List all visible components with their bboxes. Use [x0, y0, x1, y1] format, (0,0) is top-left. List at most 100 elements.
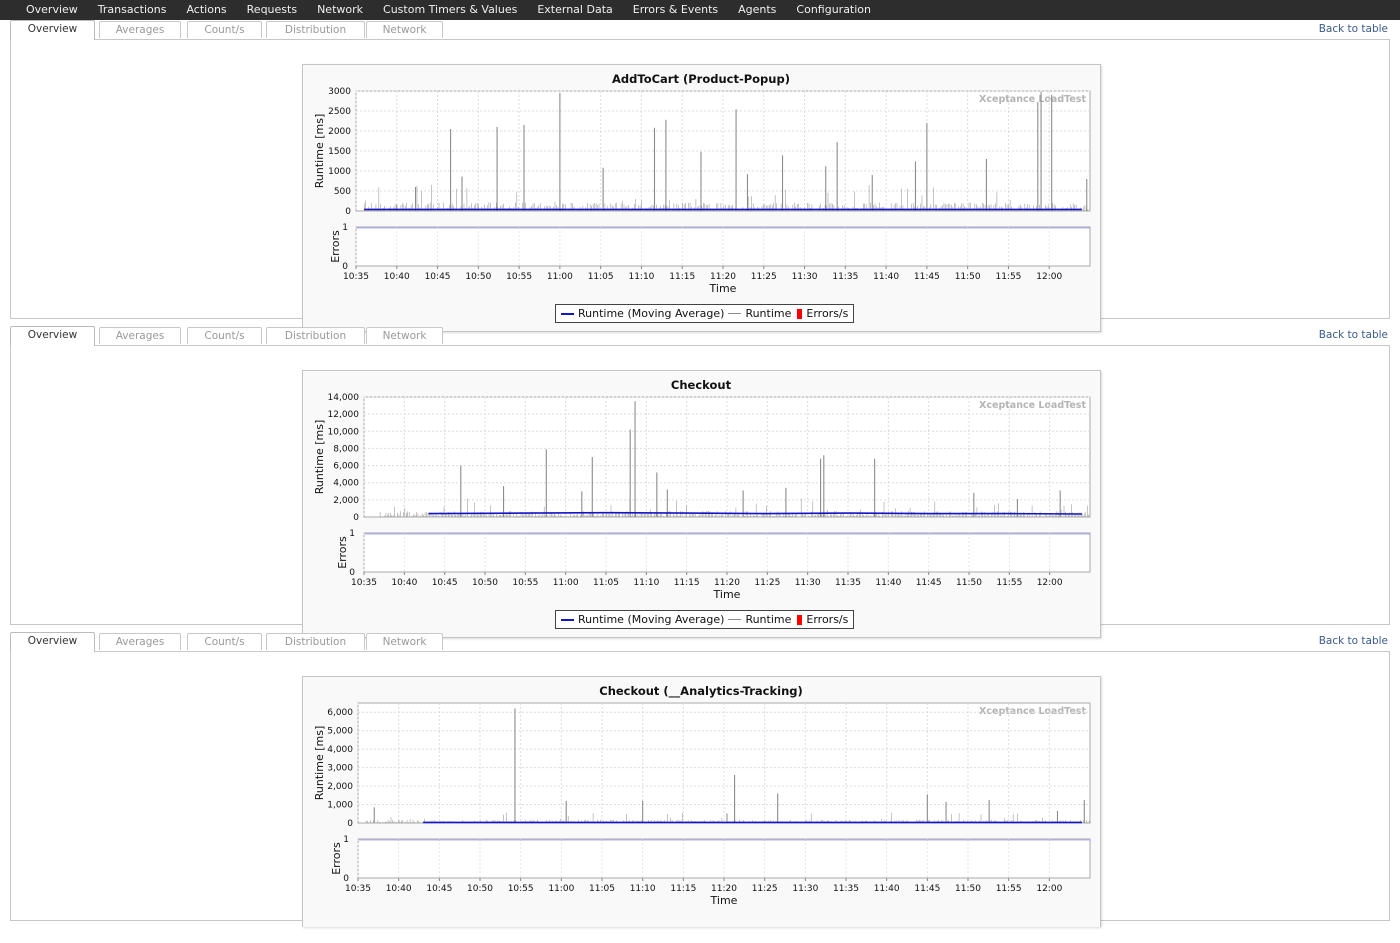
x-tick-label: 11:55 — [995, 272, 1021, 282]
y-tick-label: 14,000 — [328, 393, 360, 403]
x-tick-label: 11:10 — [633, 578, 659, 588]
x-tick-label: 11:50 — [955, 272, 981, 282]
x-tick-label: 10:45 — [426, 884, 452, 894]
chart-title: AddToCart (Product-Popup) — [612, 72, 790, 86]
x-axis-label: Time — [713, 588, 741, 601]
x-tick-label: 11:20 — [710, 272, 736, 282]
nav-item-requests[interactable]: Requests — [246, 3, 298, 16]
x-tick-label: 10:55 — [508, 884, 534, 894]
y-tick-label: 2,000 — [327, 782, 353, 792]
errors-tick-label: 1 — [349, 529, 355, 539]
x-tick-label: 11:05 — [593, 578, 619, 588]
nav-item-overview[interactable]: Overview — [26, 3, 78, 16]
tab-count-per-second[interactable]: Count/s — [187, 327, 262, 344]
watermark: Xceptance LoadTest — [979, 706, 1086, 717]
legend-errors: Errors/s — [793, 307, 848, 320]
errors-tick-label: 1 — [343, 835, 349, 845]
back-to-table-link[interactable]: Back to table — [1318, 23, 1388, 35]
x-tick-label: 11:30 — [792, 272, 818, 282]
legend-errors: Errors/s — [793, 613, 848, 626]
x-tick-label: 10:35 — [345, 884, 371, 894]
x-tick-label: 11:25 — [752, 884, 778, 894]
errors-tick-label: 0 — [343, 874, 349, 884]
x-tick-label: 10:55 — [506, 272, 532, 282]
x-tick-label: 12:00 — [1036, 884, 1062, 894]
x-tick-label: 11:55 — [996, 578, 1022, 588]
x-tick-label: 11:30 — [795, 578, 821, 588]
x-tick-label: 10:50 — [465, 272, 491, 282]
errors-axis-label: Errors — [329, 230, 342, 263]
tab-network[interactable]: Network — [366, 21, 443, 38]
x-tick-label: 11:35 — [832, 272, 858, 282]
tab-distribution[interactable]: Distribution — [266, 633, 365, 650]
x-tick-label: 11:10 — [628, 272, 654, 282]
tab-averages[interactable]: Averages — [99, 21, 181, 38]
chart-svg: Checkout Xceptance LoadTest 0 2,000 4,000 6,0… — [313, 378, 1091, 601]
tab-overview[interactable]: Overview — [10, 632, 95, 652]
errors-axis-label: Errors — [336, 536, 349, 569]
legend-errors-label: Errors/s — [806, 613, 849, 626]
x-tick-label: 11:05 — [588, 272, 614, 282]
nav-item-external-data[interactable]: External Data — [537, 3, 613, 16]
x-tick-label: 11:15 — [674, 578, 700, 588]
chart-panel: Checkout Xceptance LoadTest 0 2,000 4,000 6,0… — [10, 345, 1390, 638]
x-tick-label: 11:30 — [792, 884, 818, 894]
tab-overview[interactable]: Overview — [10, 20, 95, 40]
y-tick-label: 10,000 — [328, 427, 360, 437]
x-tick-label: 11:55 — [996, 884, 1022, 894]
x-tick-label: 11:50 — [956, 578, 982, 588]
nav-item-configuration[interactable]: Configuration — [796, 3, 872, 16]
tab-network[interactable]: Network — [366, 633, 443, 650]
moving-average-line — [428, 511, 1082, 515]
x-tick-label: 10:45 — [432, 578, 458, 588]
nav-item-agents[interactable]: Agents — [738, 3, 777, 16]
y-tick-label: 1000 — [328, 167, 351, 177]
tab-distribution[interactable]: Distribution — [266, 327, 365, 344]
legend-runtime-label: Runtime — [745, 307, 792, 320]
tab-count-per-second[interactable]: Count/s — [187, 21, 262, 38]
y-axis-label: Runtime [ms] — [313, 420, 326, 494]
chart-tab-bar: Overview Averages Count/s Distribution Netwo… — [10, 20, 1390, 40]
x-tick-label: 11:20 — [714, 578, 740, 588]
y-tick-label: 6,000 — [333, 462, 359, 472]
x-tick-label: 10:50 — [472, 578, 498, 588]
back-to-table-link[interactable]: Back to table — [1318, 635, 1388, 647]
x-axis-label: Time — [710, 894, 738, 907]
chart-svg: AddToCart (Product-Popup) Xceptance LoadT… — [313, 72, 1091, 295]
x-tick-label: 11:05 — [589, 884, 615, 894]
tab-count-per-second[interactable]: Count/s — [187, 633, 262, 650]
tab-averages[interactable]: Averages — [99, 327, 181, 344]
tab-distribution[interactable]: Distribution — [266, 21, 365, 38]
y-tick-label: 0 — [353, 513, 359, 523]
y-tick-label: 2500 — [328, 107, 351, 117]
y-tick-label: 2000 — [328, 127, 351, 137]
legend-line-blue-icon — [561, 312, 574, 315]
y-tick-label: 1,000 — [327, 801, 353, 811]
x-tick-label: 10:55 — [512, 578, 538, 588]
legend-moving-average: Runtime (Moving Average) — [559, 613, 724, 626]
y-tick-label: 4,000 — [327, 745, 353, 755]
tab-network[interactable]: Network — [366, 327, 443, 344]
chart-section-addtocart: Overview Averages Count/s Distribution Netwo… — [10, 20, 1390, 332]
chart-tab-bar: Overview Averages Count/s Distribution Netwo… — [10, 632, 1390, 652]
x-tick-label: 12:00 — [1037, 578, 1063, 588]
legend-runtime: Runtime — [726, 307, 791, 320]
x-tick-label: 10:45 — [425, 272, 451, 282]
x-tick-label: 11:45 — [914, 884, 940, 894]
x-tick-label: 10:35 — [343, 272, 369, 282]
tab-averages[interactable]: Averages — [99, 633, 181, 650]
legend-line-blue-icon — [561, 618, 574, 621]
nav-item-network[interactable]: Network — [317, 3, 364, 16]
x-tick-label: 11:00 — [547, 272, 573, 282]
nav-item-errors-events[interactable]: Errors & Events — [632, 3, 719, 16]
tab-overview[interactable]: Overview — [10, 326, 95, 346]
x-tick-label: 11:00 — [553, 578, 579, 588]
legend-moving-average-label: Runtime (Moving Average) — [578, 613, 725, 626]
nav-item-transactions[interactable]: Transactions — [97, 3, 167, 16]
nav-item-custom-timers[interactable]: Custom Timers & Values — [383, 3, 518, 16]
x-tick-label: 10:40 — [386, 884, 412, 894]
y-tick-label: 3000 — [328, 87, 351, 97]
back-to-table-link[interactable]: Back to table — [1318, 329, 1388, 341]
nav-item-actions[interactable]: Actions — [186, 3, 227, 16]
legend-runtime-label: Runtime — [745, 613, 792, 626]
